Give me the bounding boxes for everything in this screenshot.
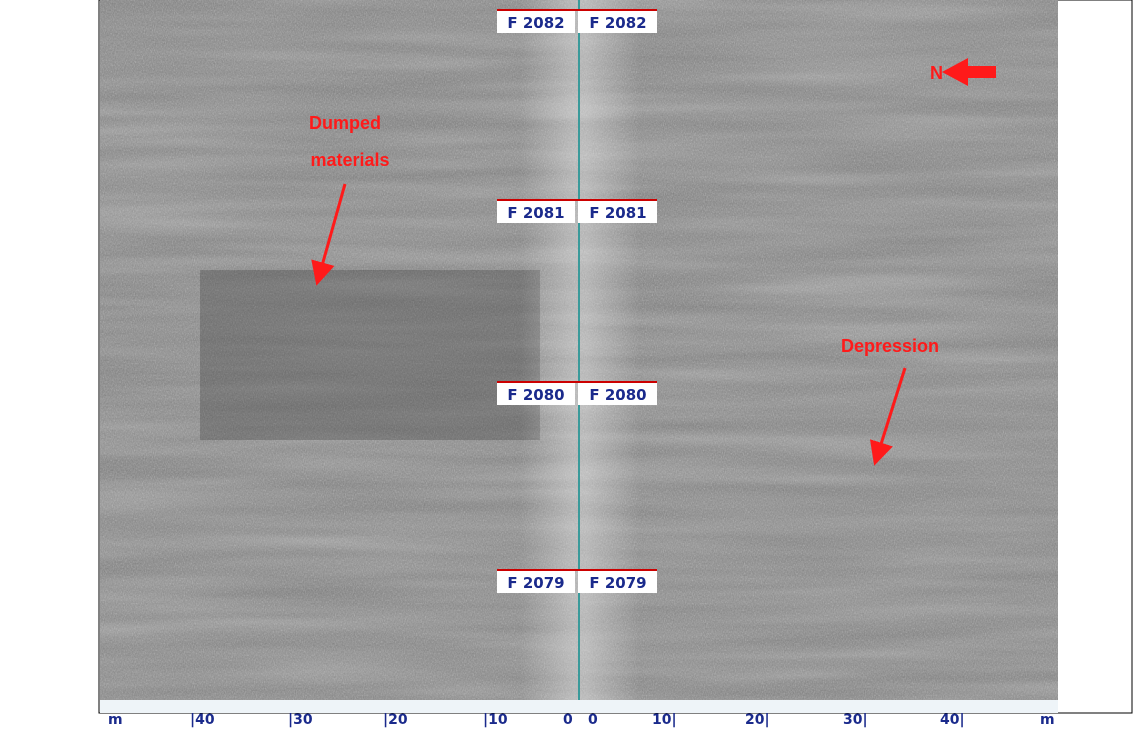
fix-label: F 2081 [507,204,564,222]
scale-label: 0 [563,712,573,728]
scale-label: m [1040,712,1055,728]
scale-label: 30| [843,712,868,728]
scale-label: 10| [652,712,677,728]
scale-label: |10 [483,712,508,728]
scale-label: |20 [383,712,408,728]
annotation-label: materials [310,150,389,170]
scale-label: |30 [288,712,313,728]
scale-label: 0 [588,712,598,728]
scale-bar [100,700,1058,713]
fix-label: F 2079 [589,574,646,592]
scale-label: 40| [940,712,965,728]
annotation-label: Depression [841,336,939,356]
scale-label: |40 [190,712,215,728]
north-label: N [930,63,943,83]
sonar-screenshot: F 2082 F 2082 F 2081 F 2081 F 2080 F 2080 F 20… [0,0,1146,729]
fix-label: F 2079 [507,574,564,592]
fix-label: F 2081 [589,204,646,222]
fix-label: F 2080 [589,386,646,404]
scale-label: 20| [745,712,770,728]
fix-label: F 2082 [507,14,564,32]
scale-label: m [108,712,123,728]
annotation-label: Dumped [309,113,381,133]
fix-label: F 2080 [507,386,564,404]
fix-label: F 2082 [589,14,646,32]
